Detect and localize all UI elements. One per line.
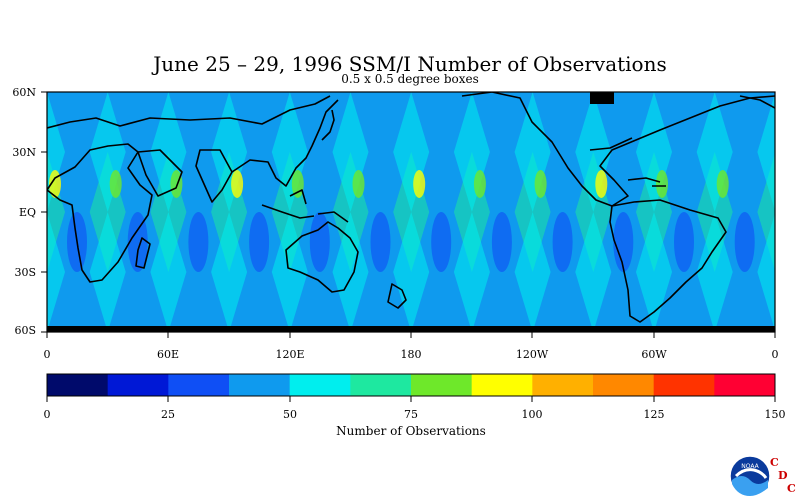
logo-text: NOAA <box>741 463 759 470</box>
colorbar-swatch <box>714 374 775 396</box>
low-count-patch <box>371 212 391 272</box>
logo-letter: D <box>778 469 788 482</box>
observation-field <box>0 92 800 332</box>
high-count-patch <box>413 170 425 198</box>
low-count-patch <box>553 212 573 272</box>
colorbar-tick-label: 0 <box>27 408 67 421</box>
colorbar-swatch <box>168 374 229 396</box>
noaa-emblem-icon: NOAA <box>728 454 772 498</box>
colorbar-tick-label: 25 <box>148 408 188 421</box>
colorbar-swatch <box>411 374 472 396</box>
x-tick-label: 0 <box>22 348 72 361</box>
logo-letter: C <box>770 456 779 469</box>
colorbar-swatch <box>654 374 715 396</box>
colorbar-tick-label: 75 <box>391 408 431 421</box>
x-tick-label: 180 <box>386 348 436 361</box>
high-count-patch <box>474 170 486 198</box>
high-count-patch <box>231 170 243 198</box>
high-count-patch <box>656 170 668 198</box>
colorbar-swatch <box>290 374 351 396</box>
low-count-patch <box>188 212 208 272</box>
colorbar-swatch <box>593 374 654 396</box>
high-count-patch <box>110 170 122 198</box>
colorbar-swatch <box>350 374 411 396</box>
high-count-patch <box>535 170 547 198</box>
colorbar-title: Number of Observations <box>47 424 775 438</box>
y-tick-label: 60S <box>0 324 36 337</box>
high-count-patch <box>353 170 365 198</box>
colorbar-swatch <box>532 374 593 396</box>
low-count-patch <box>492 212 512 272</box>
x-tick-label: 120E <box>265 348 315 361</box>
colorbar-tick-label: 125 <box>634 408 674 421</box>
y-tick-label: 60N <box>0 86 36 99</box>
low-count-patch <box>310 212 330 272</box>
y-tick-label: 30S <box>0 266 36 279</box>
colorbar <box>47 374 776 396</box>
high-count-patch <box>777 170 789 198</box>
low-count-patch <box>795 212 800 272</box>
noaa-cdc-logo: NOAA C D C <box>728 454 798 498</box>
x-tick-label: 0 <box>750 348 800 361</box>
low-count-patch <box>674 212 694 272</box>
logo-letter: C <box>787 482 796 495</box>
colorbar-ticks <box>47 396 775 402</box>
colorbar-swatch <box>108 374 169 396</box>
high-count-patch <box>595 170 607 198</box>
colorbar-swatch <box>47 374 108 396</box>
low-count-patch <box>249 212 269 272</box>
x-tick-label: 60E <box>143 348 193 361</box>
colorbar-tick-label: 150 <box>755 408 795 421</box>
low-count-patch <box>613 212 633 272</box>
low-count-patch <box>431 212 451 272</box>
colorbar-swatch <box>229 374 290 396</box>
x-tick-label: 60W <box>629 348 679 361</box>
y-tick-label: EQ <box>0 206 36 219</box>
high-count-patch <box>717 170 729 198</box>
low-count-patch <box>735 212 755 272</box>
colorbar-tick-label: 100 <box>512 408 552 421</box>
colorbar-tick-label: 50 <box>270 408 310 421</box>
colorbar-swatch <box>472 374 533 396</box>
low-count-patch <box>6 212 26 272</box>
y-tick-label: 30N <box>0 146 36 159</box>
x-tick-label: 120W <box>507 348 557 361</box>
